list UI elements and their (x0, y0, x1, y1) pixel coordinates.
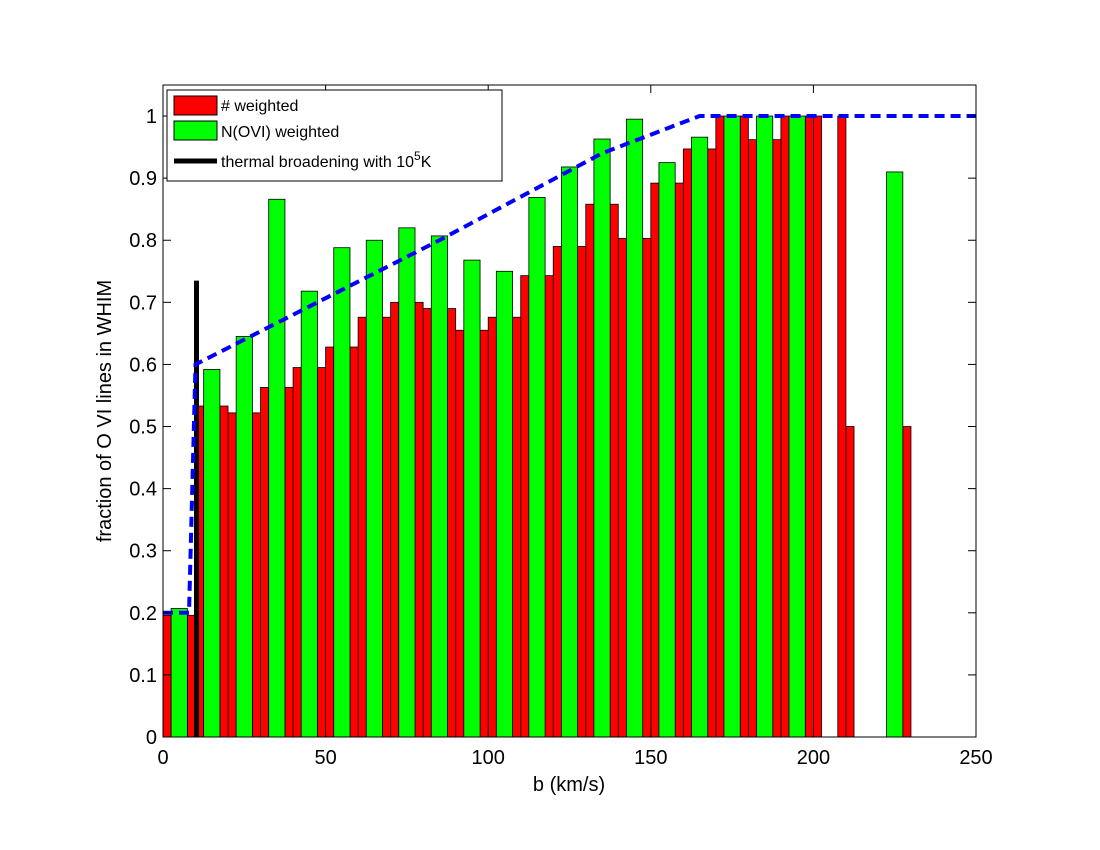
bar-series-0-bin-4 (292, 367, 302, 738)
bar-series-2-bin-16 (691, 136, 709, 738)
legend-label-thermal: thermal broadening with 105K (221, 149, 432, 171)
y-tick-label-6: 0.6 (129, 354, 157, 376)
bar-series-2-bin-10 (495, 270, 513, 738)
x-tick-label-4: 200 (797, 747, 830, 769)
x-tick-label-3: 150 (634, 747, 667, 769)
y-axis-title: fraction of O VI lines in WHIM (94, 280, 116, 542)
bar-series-1-bin-22 (902, 426, 912, 738)
bar-series-1-bin-12 (577, 246, 587, 738)
bar-series-0-bin-7 (390, 301, 400, 738)
plot-frame (162, 84, 977, 738)
bar-series-2-bin-18 (756, 115, 774, 738)
x-axis: 0 50 100 150 200 250 (157, 85, 993, 769)
y-tick-label-9: 0.9 (129, 168, 157, 190)
bar-series-1-bin-7 (414, 301, 424, 738)
bar-series-0-bin-18 (747, 139, 757, 738)
bar-series-2-bin-5 (333, 247, 351, 738)
x-tick-label-5: 250 (959, 747, 992, 769)
bar-series-0-bin-6 (357, 316, 367, 738)
bar-series-1-bin-11 (544, 275, 554, 738)
y-tick-label-0: 0 (146, 727, 157, 749)
bars-layer (162, 115, 912, 738)
bar-series-2-bin-4 (300, 290, 318, 738)
bar-series-2-bin-22 (886, 171, 904, 738)
bar-series-0-bin-8 (422, 308, 432, 738)
legend-box (166, 89, 503, 182)
legend: # weighted N(OVI) weighted thermal broad… (166, 89, 503, 182)
y-axis: 0 0.1 0.2 0.3 0.4 0.5 0.6 0.7 0.8 0.9 1 (129, 106, 976, 749)
bar-series-2-bin-9 (463, 259, 481, 738)
bar-series-1-bin-13 (609, 203, 619, 738)
bar-series-1-bin-3 (284, 387, 294, 738)
bar-series-2-bin-3 (268, 198, 286, 738)
bar-series-0-bin-12 (552, 246, 562, 738)
envelope-dashed-line (163, 114, 976, 615)
envelope-layer (163, 114, 976, 615)
y-tick-label-4: 0.4 (129, 479, 157, 501)
legend-label-thermal-exponent: 5 (414, 149, 421, 163)
legend-label-count-weighted: # weighted (221, 98, 298, 115)
bar-series-2-bin-2 (235, 336, 253, 738)
legend-swatch-novi-weighted (173, 120, 218, 141)
bar-series-2-bin-13 (593, 138, 611, 738)
x-tick-label-1: 50 (314, 747, 336, 769)
bar-series-1-bin-19 (804, 115, 814, 738)
bar-series-0-bin-2 (227, 412, 237, 738)
bar-series-0-bin-16 (682, 148, 692, 738)
y-tick-label-5: 0.5 (129, 417, 157, 439)
y-tick-label-10: 1 (146, 106, 157, 128)
bar-series-0-bin-11 (520, 275, 530, 738)
bar-series-1-bin-15 (674, 182, 684, 738)
y-tick-label-1: 0.1 (129, 665, 157, 687)
x-tick-label-2: 100 (472, 747, 505, 769)
bar-series-0-bin-3 (260, 387, 270, 738)
bar-series-2-bin-17 (723, 115, 741, 738)
y-tick-label-3: 0.3 (129, 541, 157, 563)
y-tick-label-8: 0.8 (129, 230, 157, 252)
bar-series-1-bin-6 (382, 316, 392, 738)
bar-series-2-bin-11 (528, 196, 546, 738)
y-tick-label-7: 0.7 (129, 292, 157, 314)
bar-series-1-bin-4 (317, 367, 327, 738)
legend-label-thermal-text: thermal broadening with 10 (221, 154, 414, 171)
bar-series-2-bin-0 (170, 608, 188, 738)
bar-series-1-bin-18 (772, 139, 782, 738)
bar-series-1-bin-2 (252, 412, 261, 738)
bar-series-2-bin-12 (560, 166, 579, 738)
bar-series-2-bin-15 (658, 162, 676, 738)
bar-series-2-bin-8 (430, 235, 448, 738)
bar-series-0-bin-20 (813, 115, 822, 738)
bar-series-2-bin-7 (398, 227, 416, 738)
bar-series-2-bin-14 (626, 118, 644, 738)
bar-series-0-bin-17 (715, 115, 725, 738)
legend-label-thermal-suffix: K (421, 154, 432, 171)
bar-series-2-bin-19 (788, 115, 806, 738)
bar-series-1-bin-20 (837, 115, 847, 738)
bar-series-1-bin-9 (479, 329, 489, 738)
bar-series-2-bin-6 (365, 239, 383, 738)
bar-series-0-bin-15 (650, 182, 660, 738)
bar-series-0-bin-19 (780, 115, 790, 738)
bar-series-1-bin-17 (739, 115, 749, 738)
bar-series-1-bin-10 (512, 316, 522, 738)
bar-series-1-bin-1 (219, 405, 229, 738)
bar-series-0-bin-13 (585, 203, 595, 738)
bar-series-0-bin-5 (325, 346, 335, 738)
bar-series-0-bin-9 (455, 329, 465, 738)
bar-series-0-bin-10 (487, 316, 497, 738)
bar-series-2-bin-1 (203, 368, 221, 738)
legend-label-novi-weighted: N(OVI) weighted (221, 124, 339, 141)
legend-swatch-count-weighted (173, 95, 218, 116)
bar-series-1-bin-16 (707, 148, 717, 738)
bar-series-1-bin-8 (447, 308, 457, 738)
bar-series-0-bin-0 (162, 614, 172, 738)
y-tick-label-2: 0.2 (129, 603, 157, 625)
bar-series-1-bin-5 (349, 346, 359, 738)
x-tick-label-0: 0 (157, 747, 168, 769)
bar-series-1-bin-14 (642, 237, 652, 738)
bar-series-0-bin-21 (845, 426, 855, 738)
x-axis-title: b (km/s) (533, 774, 605, 796)
bar-series-0-bin-14 (617, 237, 627, 738)
